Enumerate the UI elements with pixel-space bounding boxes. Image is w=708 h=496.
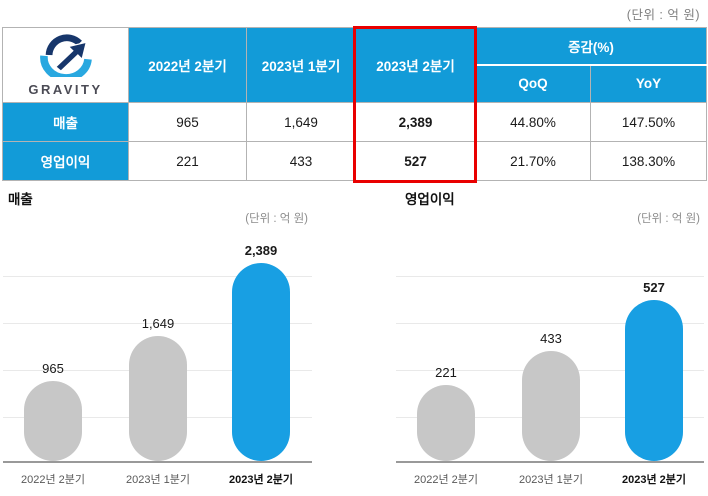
revenue-yoy: 147.50% [590, 102, 707, 142]
revenue-2023q1: 1,649 [246, 102, 356, 142]
revenue-2023q2: 2,389 [355, 102, 476, 142]
revenue-bar-2023q2: 2,389 [231, 230, 291, 461]
col-header-2023q1: 2023년 1분기 [246, 27, 356, 103]
qoq-header: QoQ [475, 63, 591, 103]
profit-yoy: 138.30% [590, 141, 707, 181]
revenue-plot-area: 965 1,649 2,389 [3, 230, 312, 463]
col-header-2023q2: 2023년 2분기 [355, 27, 476, 103]
profit-qoq: 21.70% [475, 141, 591, 181]
bar [24, 381, 82, 461]
bar-value-label: 527 [643, 280, 665, 295]
gridline [3, 323, 312, 324]
revenue-2022q2: 965 [128, 102, 247, 142]
profit-chart-unit: (단위 : 억 원) [637, 213, 700, 225]
x-axis-label: 2023년 2분기 [621, 474, 686, 486]
logo-cell: GRAVITY [2, 27, 129, 103]
gravity-logo-icon [35, 33, 97, 82]
profit-bar-2023q1: 433 [521, 230, 581, 461]
x-axis-label: 2023년 2분기 [228, 474, 293, 486]
x-axis-label: 2023년 1분기 [518, 474, 583, 486]
revenue-chart: 매출 (단위 : 억 원) 965 1,649 2,389 2022년 2분기 … [0, 186, 316, 494]
profit-2023q1: 433 [246, 141, 356, 181]
profit-bar-2023q2: 527 [624, 230, 684, 461]
gridline [3, 276, 312, 277]
profit-bar-2022q2: 221 [416, 230, 476, 461]
revenue-qoq: 44.80% [475, 102, 591, 142]
bar-value-label: 2,389 [244, 243, 278, 258]
profit-2023q2: 527 [355, 141, 476, 181]
gridline [396, 276, 704, 277]
bar [522, 351, 580, 461]
col-header-2022q2: 2022년 2분기 [128, 27, 247, 103]
bar [417, 385, 475, 461]
revenue-chart-unit: (단위 : 억 원) [245, 213, 308, 225]
x-axis-label: 2022년 2분기 [413, 474, 478, 486]
operating-profit-chart: 영업이익 (단위 : 억 원) 221 433 527 2022년 2분기 20… [393, 186, 708, 494]
profit-row-label: 영업이익 [2, 141, 129, 181]
revenue-x-axis-labels: 2022년 2분기 2023년 1분기 2023년 2분기 [3, 471, 312, 487]
profit-chart-title: 영업이익 [405, 192, 455, 207]
revenue-bar-2023q1: 1,649 [128, 230, 188, 461]
bar-value-label: 965 [42, 361, 64, 376]
gridline [396, 323, 704, 324]
revenue-chart-title: 매출 [8, 192, 33, 207]
brand-name: GRAVITY [28, 82, 103, 97]
x-axis-label: 2023년 1분기 [125, 474, 190, 486]
table-row-operating-profit: 영업이익 221 433 527 21.70% 138.30% [2, 141, 707, 181]
bar [129, 336, 187, 461]
change-header: 증감(%) [475, 27, 707, 65]
bar-value-label: 433 [540, 331, 562, 346]
bar-value-label: 221 [435, 365, 457, 380]
profit-2022q2: 221 [128, 141, 247, 181]
bar [232, 263, 290, 461]
bar [625, 300, 683, 461]
bar-value-label: 1,649 [141, 316, 175, 331]
x-axis-label: 2022년 2분기 [20, 474, 85, 486]
table-row-revenue: 매출 965 1,649 2,389 44.80% 147.50% [2, 102, 707, 142]
quarterly-results-table: GRAVITY 2022년 2분기 2023년 1분기 2023년 2분기 증감… [2, 27, 707, 181]
revenue-row-label: 매출 [2, 102, 129, 142]
unit-note: (단위 : 억 원) [626, 8, 700, 22]
revenue-bar-2022q2: 965 [23, 230, 83, 461]
profit-plot-area: 221 433 527 [396, 230, 704, 463]
yoy-header: YoY [590, 63, 707, 103]
profit-x-axis-labels: 2022년 2분기 2023년 1분기 2023년 2분기 [396, 471, 704, 487]
